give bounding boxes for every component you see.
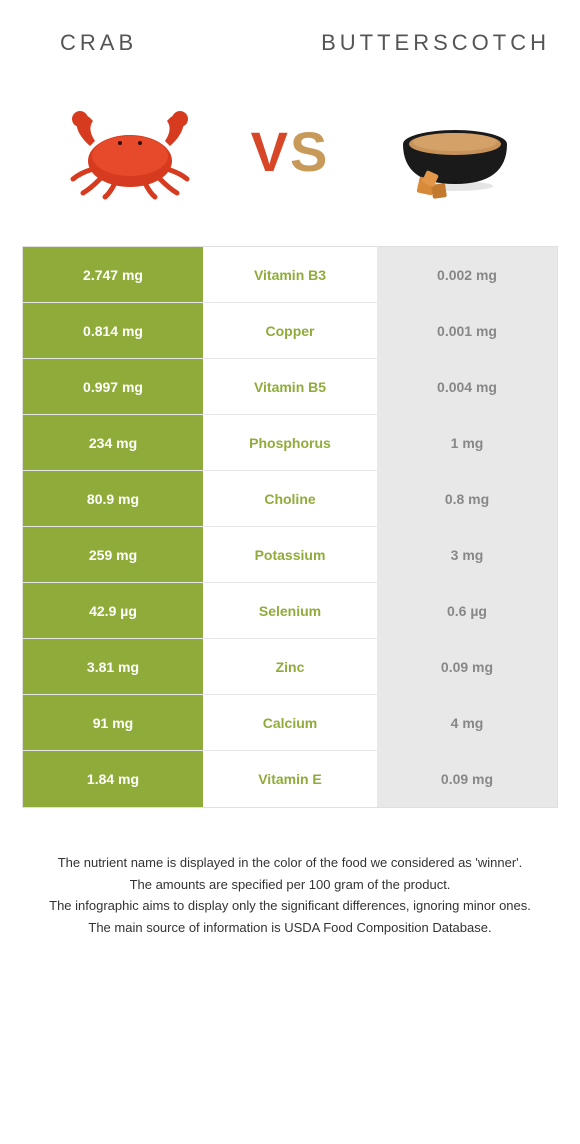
crab-value: 3.81 mg bbox=[23, 639, 203, 694]
crab-value: 259 mg bbox=[23, 527, 203, 582]
nutrient-name: Calcium bbox=[203, 695, 377, 750]
crab-value: 234 mg bbox=[23, 415, 203, 470]
footnote-line: The main source of information is USDA F… bbox=[30, 918, 550, 938]
butterscotch-image bbox=[370, 96, 530, 206]
header: CRAB BUTTERSCOTCH bbox=[0, 0, 580, 76]
nutrient-name: Choline bbox=[203, 471, 377, 526]
footnote-line: The amounts are specified per 100 gram o… bbox=[30, 875, 550, 895]
crab-value: 91 mg bbox=[23, 695, 203, 750]
table-row: 42.9 µgSelenium0.6 µg bbox=[23, 583, 557, 639]
nutrient-name: Phosphorus bbox=[203, 415, 377, 470]
butter-value: 0.8 mg bbox=[377, 471, 557, 526]
vs-label: VS bbox=[251, 119, 330, 184]
crab-value: 0.814 mg bbox=[23, 303, 203, 358]
table-row: 234 mgPhosphorus1 mg bbox=[23, 415, 557, 471]
crab-value: 42.9 µg bbox=[23, 583, 203, 638]
table-row: 3.81 mgZinc0.09 mg bbox=[23, 639, 557, 695]
title-left: CRAB bbox=[60, 30, 137, 56]
nutrient-name: Selenium bbox=[203, 583, 377, 638]
table-row: 2.747 mgVitamin B30.002 mg bbox=[23, 247, 557, 303]
butter-value: 0.6 µg bbox=[377, 583, 557, 638]
footnote-line: The nutrient name is displayed in the co… bbox=[30, 853, 550, 873]
table-row: 0.997 mgVitamin B50.004 mg bbox=[23, 359, 557, 415]
table-row: 91 mgCalcium4 mg bbox=[23, 695, 557, 751]
nutrient-name: Vitamin B3 bbox=[203, 247, 377, 302]
table-row: 80.9 mgCholine0.8 mg bbox=[23, 471, 557, 527]
table-row: 259 mgPotassium3 mg bbox=[23, 527, 557, 583]
nutrient-name: Vitamin B5 bbox=[203, 359, 377, 414]
nutrient-name: Copper bbox=[203, 303, 377, 358]
table-row: 1.84 mgVitamin E0.09 mg bbox=[23, 751, 557, 807]
crab-image bbox=[50, 96, 210, 206]
table-row: 0.814 mgCopper0.001 mg bbox=[23, 303, 557, 359]
footnotes: The nutrient name is displayed in the co… bbox=[0, 808, 580, 959]
crab-value: 1.84 mg bbox=[23, 751, 203, 807]
butter-value: 1 mg bbox=[377, 415, 557, 470]
nutrient-name: Potassium bbox=[203, 527, 377, 582]
nutrient-name: Zinc bbox=[203, 639, 377, 694]
title-right: BUTTERSCOTCH bbox=[321, 30, 550, 56]
crab-value: 80.9 mg bbox=[23, 471, 203, 526]
nutrient-name: Vitamin E bbox=[203, 751, 377, 807]
butter-value: 0.09 mg bbox=[377, 751, 557, 807]
nutrient-table: 2.747 mgVitamin B30.002 mg0.814 mgCopper… bbox=[22, 246, 558, 808]
butter-value: 0.002 mg bbox=[377, 247, 557, 302]
footnote-line: The infographic aims to display only the… bbox=[30, 896, 550, 916]
crab-value: 2.747 mg bbox=[23, 247, 203, 302]
butter-value: 0.001 mg bbox=[377, 303, 557, 358]
crab-value: 0.997 mg bbox=[23, 359, 203, 414]
butter-value: 0.004 mg bbox=[377, 359, 557, 414]
butter-value: 0.09 mg bbox=[377, 639, 557, 694]
butter-value: 4 mg bbox=[377, 695, 557, 750]
hero: VS bbox=[0, 76, 580, 246]
butter-value: 3 mg bbox=[377, 527, 557, 582]
